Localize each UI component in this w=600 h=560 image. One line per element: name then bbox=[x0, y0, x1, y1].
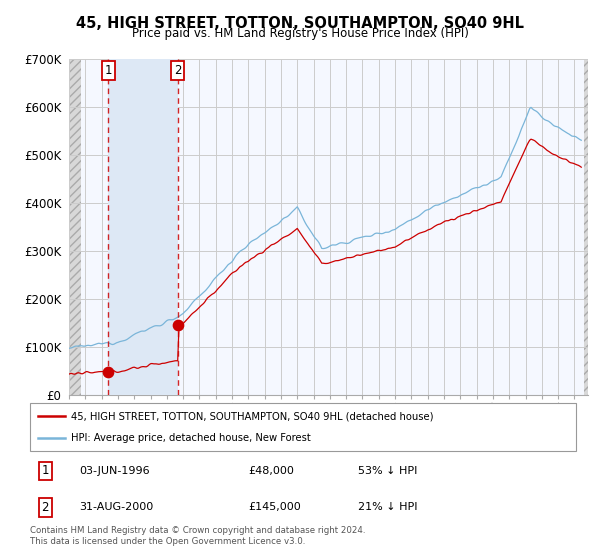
HPI: Average price, detached house, New Forest: (2.02e+03, 5.99e+05): Average price, detached house, New Fores… bbox=[527, 104, 535, 111]
Text: 31-AUG-2000: 31-AUG-2000 bbox=[79, 502, 154, 512]
45, HIGH STREET, TOTTON, SOUTHAMPTON, SO40 9HL (detached house) bbox=[562, 156, 569, 162]
Text: £145,000: £145,000 bbox=[248, 502, 301, 512]
Text: Price paid vs. HM Land Registry's House Price Index (HPI): Price paid vs. HM Land Registry's House … bbox=[131, 27, 469, 40]
Text: 2: 2 bbox=[174, 64, 182, 77]
Text: 2: 2 bbox=[41, 501, 49, 514]
45, HIGH STREET, TOTTON, SOUTHAMPTON, SO40 9HL (detached house) bbox=[527, 136, 535, 143]
Bar bbox=[584, 59, 588, 395]
45, HIGH STREET, TOTTON, SOUTHAMPTON, SO40 9HL (detached house) bbox=[578, 164, 585, 171]
Text: 21% ↓ HPI: 21% ↓ HPI bbox=[358, 502, 417, 512]
FancyBboxPatch shape bbox=[30, 403, 576, 451]
Point bbox=[104, 367, 113, 376]
Line: 45, HIGH STREET, TOTTON, SOUTHAMPTON, SO40 9HL (detached house): 45, HIGH STREET, TOTTON, SOUTHAMPTON, SO… bbox=[69, 139, 581, 374]
Point bbox=[173, 321, 182, 330]
HPI: Average price, detached house, New Forest: (2.03e+03, 5.3e+05): Average price, detached house, New Fores… bbox=[578, 137, 585, 143]
Line: HPI: Average price, detached house, New Forest: HPI: Average price, detached house, New … bbox=[69, 108, 581, 348]
45, HIGH STREET, TOTTON, SOUTHAMPTON, SO40 9HL (detached house) bbox=[556, 154, 563, 161]
Text: HPI: Average price, detached house, New Forest: HPI: Average price, detached house, New … bbox=[71, 433, 311, 443]
Text: 45, HIGH STREET, TOTTON, SOUTHAMPTON, SO40 9HL: 45, HIGH STREET, TOTTON, SOUTHAMPTON, SO… bbox=[76, 16, 524, 31]
HPI: Average price, detached house, New Forest: (2.01e+03, 3.39e+05): Average price, detached house, New Fores… bbox=[382, 229, 389, 236]
Text: 53% ↓ HPI: 53% ↓ HPI bbox=[358, 466, 417, 476]
HPI: Average price, detached house, New Forest: (1.99e+03, 9.69e+04): Average price, detached house, New Fores… bbox=[65, 345, 73, 352]
Bar bbox=[584, 59, 588, 395]
45, HIGH STREET, TOTTON, SOUTHAMPTON, SO40 9HL (detached house) bbox=[65, 371, 73, 377]
Text: Contains HM Land Registry data © Crown copyright and database right 2024.
This d: Contains HM Land Registry data © Crown c… bbox=[30, 526, 365, 546]
45, HIGH STREET, TOTTON, SOUTHAMPTON, SO40 9HL (detached house) bbox=[269, 241, 277, 248]
45, HIGH STREET, TOTTON, SOUTHAMPTON, SO40 9HL (detached house) bbox=[83, 368, 90, 375]
Bar bbox=[69, 59, 81, 395]
HPI: Average price, detached house, New Forest: (2.01e+03, 3.49e+05): Average price, detached house, New Fores… bbox=[268, 224, 275, 231]
Text: 45, HIGH STREET, TOTTON, SOUTHAMPTON, SO40 9HL (detached house): 45, HIGH STREET, TOTTON, SOUTHAMPTON, SO… bbox=[71, 411, 433, 421]
45, HIGH STREET, TOTTON, SOUTHAMPTON, SO40 9HL (detached house) bbox=[349, 254, 356, 260]
45, HIGH STREET, TOTTON, SOUTHAMPTON, SO40 9HL (detached house) bbox=[383, 245, 391, 252]
Bar bbox=[109, 59, 178, 395]
Text: 1: 1 bbox=[105, 64, 112, 77]
Text: 03-JUN-1996: 03-JUN-1996 bbox=[79, 466, 150, 476]
HPI: Average price, detached house, New Forest: (2.02e+03, 5.58e+05): Average price, detached house, New Fores… bbox=[554, 124, 562, 130]
Bar bbox=[69, 59, 81, 395]
HPI: Average price, detached house, New Forest: (2e+03, 1.02e+05): Average price, detached house, New Fores… bbox=[82, 343, 89, 349]
Text: 1: 1 bbox=[41, 464, 49, 478]
45, HIGH STREET, TOTTON, SOUTHAMPTON, SO40 9HL (detached house) bbox=[71, 371, 78, 377]
Text: £48,000: £48,000 bbox=[248, 466, 294, 476]
HPI: Average price, detached house, New Forest: (2.01e+03, 3.2e+05): Average price, detached house, New Fores… bbox=[348, 238, 355, 245]
HPI: Average price, detached house, New Forest: (2.02e+03, 5.5e+05): Average price, detached house, New Fores… bbox=[560, 128, 567, 134]
